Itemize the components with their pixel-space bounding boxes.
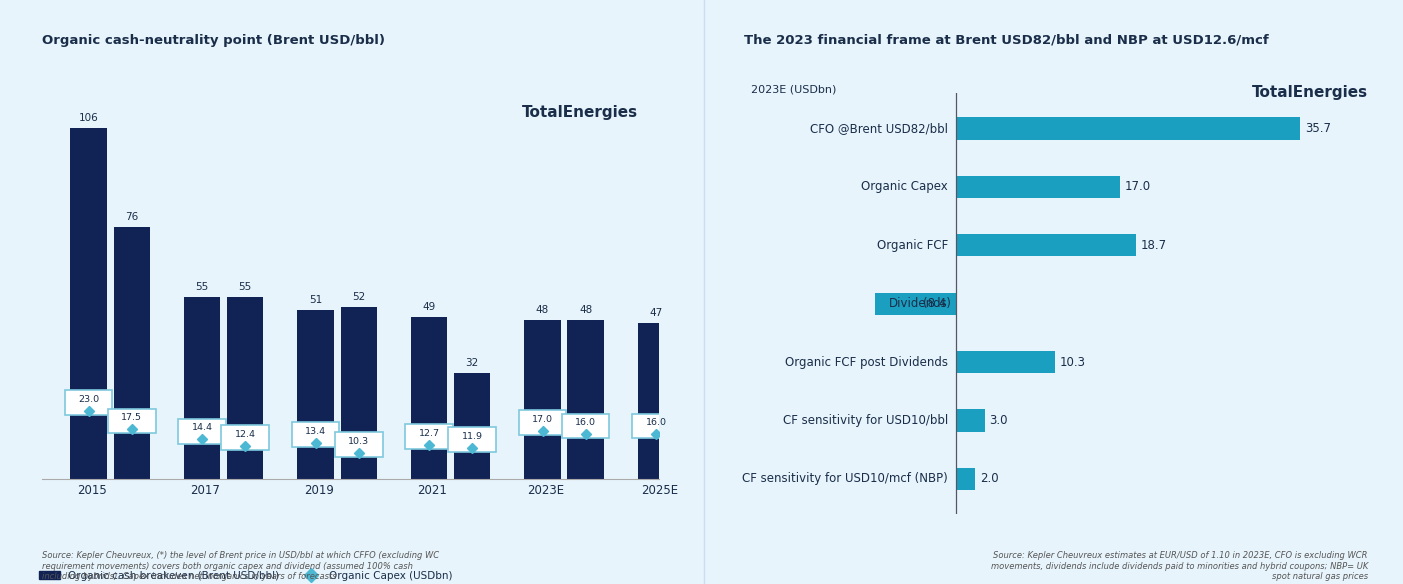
Bar [114,227,150,479]
Text: 12.4: 12.4 [234,430,255,439]
Text: 18.7: 18.7 [1141,239,1167,252]
Text: Organic cash-neutrality point (Brent USD/bbl): Organic cash-neutrality point (Brent USD… [42,34,384,47]
Text: Source: Kepler Cheuvreux estimates at EUR/USD of 1.10 in 2023E, CFO is excluding: Source: Kepler Cheuvreux estimates at EU… [991,551,1368,581]
Text: 55: 55 [195,282,209,292]
Text: Organic FCF post Dividends: Organic FCF post Dividends [786,356,948,369]
Text: 49: 49 [422,302,436,312]
Bar [184,297,220,479]
Text: 2.0: 2.0 [979,472,999,485]
Text: 106: 106 [79,113,98,123]
FancyBboxPatch shape [292,422,340,447]
Bar [955,234,1136,256]
Legend: Organic cash breakeven (Brent USD/bbl), Organic Capex (USDbn): Organic cash breakeven (Brent USD/bbl), … [35,566,457,584]
FancyBboxPatch shape [335,432,383,457]
Bar [70,128,107,479]
Text: 17.0: 17.0 [532,415,553,424]
Text: 14.4: 14.4 [192,423,213,432]
Text: 10.3: 10.3 [348,437,369,446]
Text: 16.0: 16.0 [575,418,596,427]
Bar [955,468,975,490]
Text: Source: Kepler Cheuvreux, (*) the level of Brent price in USD/bbl at which CFFO : Source: Kepler Cheuvreux, (*) the level … [42,551,439,581]
Text: 52: 52 [352,292,365,302]
Text: 12.7: 12.7 [418,429,439,438]
Bar [955,409,985,432]
Bar [955,351,1055,373]
Bar [227,297,264,479]
Text: The 2023 financial frame at Brent USD82/bbl and NBP at USD12.6/mcf: The 2023 financial frame at Brent USD82/… [744,34,1268,47]
FancyBboxPatch shape [519,410,567,435]
Text: 47: 47 [650,308,662,318]
Bar [525,320,561,479]
Text: 48: 48 [579,305,592,315]
Text: 32: 32 [466,358,478,368]
FancyBboxPatch shape [178,419,226,444]
Text: 13.4: 13.4 [304,427,325,436]
FancyBboxPatch shape [222,425,269,450]
FancyBboxPatch shape [405,425,453,449]
Text: 17.0: 17.0 [1125,180,1150,193]
Text: (8.4): (8.4) [923,297,951,310]
Text: Dividends: Dividends [890,297,948,310]
Text: CFO @Brent USD82/bbl: CFO @Brent USD82/bbl [810,122,948,135]
Text: 3.0: 3.0 [989,414,1007,427]
Bar [567,320,603,479]
Text: CF sensitivity for USD10/bbl: CF sensitivity for USD10/bbl [783,414,948,427]
Text: 17.5: 17.5 [121,413,142,422]
Bar [638,324,675,479]
Bar [411,317,448,479]
FancyBboxPatch shape [65,390,112,415]
Text: 11.9: 11.9 [462,432,483,441]
FancyBboxPatch shape [449,427,497,452]
FancyBboxPatch shape [561,413,609,439]
Text: Organic FCF: Organic FCF [877,239,948,252]
Bar [341,307,377,479]
Bar [955,176,1120,198]
Text: 48: 48 [536,305,549,315]
Bar [955,117,1301,140]
Text: 23.0: 23.0 [79,395,100,404]
Text: TotalEnergies: TotalEnergies [1251,85,1368,100]
Text: TotalEnergies: TotalEnergies [522,105,638,120]
Text: 51: 51 [309,295,323,305]
Text: 10.3: 10.3 [1061,356,1086,369]
Text: CF sensitivity for USD10/mcf (NBP): CF sensitivity for USD10/mcf (NBP) [742,472,948,485]
Text: 55: 55 [239,282,253,292]
Text: Organic Capex: Organic Capex [861,180,948,193]
FancyBboxPatch shape [108,409,156,433]
Bar [455,373,490,479]
Bar [297,310,334,479]
Bar [875,293,955,315]
Text: 76: 76 [125,213,139,223]
FancyBboxPatch shape [633,413,680,439]
Text: 16.0: 16.0 [645,418,666,427]
Text: 2023E (USDbn): 2023E (USDbn) [751,85,836,95]
Text: 35.7: 35.7 [1305,122,1331,135]
